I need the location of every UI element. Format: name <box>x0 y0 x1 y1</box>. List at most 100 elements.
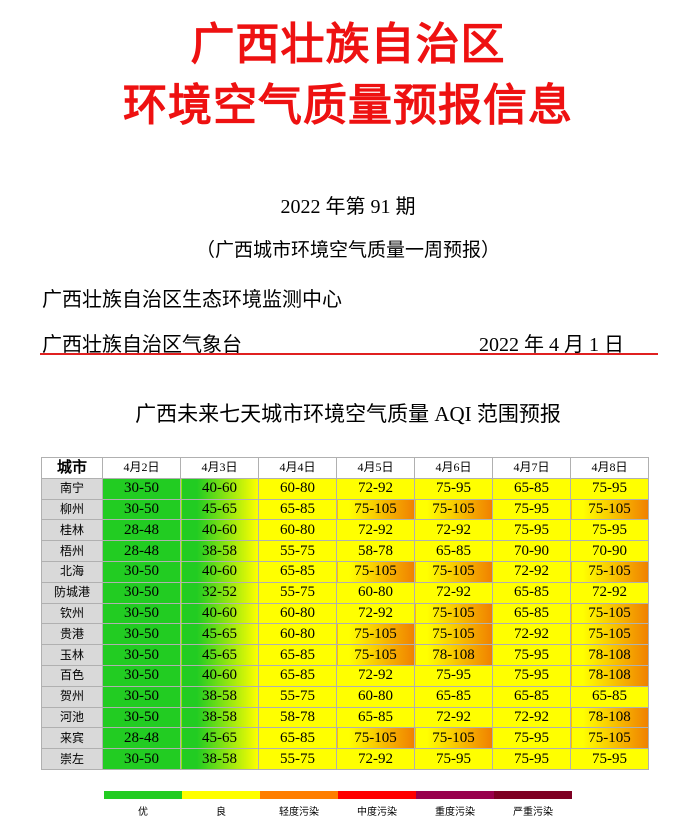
legend-label: 严重污染 <box>513 807 553 818</box>
aqi-cell: 55-75 <box>258 540 337 562</box>
legend-label: 优 <box>138 807 148 818</box>
aqi-cell: 75-95 <box>570 748 649 770</box>
legend-label: 轻度污染 <box>279 807 319 818</box>
aqi-cell: 65-85 <box>492 477 571 500</box>
aqi-cell: 60-80 <box>336 581 415 604</box>
aqi-cell: 60-80 <box>258 623 337 646</box>
date-header: 4月4日 <box>258 457 337 479</box>
aqi-cell: 75-105 <box>336 623 415 646</box>
aqi-cell: 65-85 <box>492 581 571 604</box>
aqi-cell: 60-80 <box>258 602 337 625</box>
city-name: 钦州 <box>41 602 103 625</box>
table-title: 广西未来七天城市环境空气质量 AQI 范围预报 <box>135 402 561 426</box>
table-row: 崇左 30-50 38-58 55-75 72-92 75-95 75-95 75-95 <box>41 748 649 770</box>
legend-item: 优 <box>104 791 182 818</box>
aqi-legend: 优 良 轻度污染 中度污染 重度污染 严重污染 <box>104 791 572 818</box>
legend-swatch <box>338 791 416 799</box>
aqi-cell: 60-80 <box>258 519 337 542</box>
table-row: 百色 30-50 40-60 65-85 72-92 75-95 75-95 78-108 <box>41 664 649 687</box>
aqi-cell: 65-85 <box>258 664 337 687</box>
aqi-cell: 75-95 <box>414 748 493 770</box>
aqi-cell: 72-92 <box>336 664 415 687</box>
aqi-cell: 40-60 <box>180 477 259 500</box>
aqi-cell: 75-105 <box>570 623 649 646</box>
aqi-cell: 45-65 <box>180 644 259 666</box>
city-name: 柳州 <box>41 498 103 521</box>
aqi-cell: 72-92 <box>492 560 571 583</box>
publish-date: 2022 年 4 月 1 日 <box>479 334 624 356</box>
city-name: 桂林 <box>41 519 103 542</box>
aqi-cell: 65-85 <box>258 498 337 521</box>
aqi-cell: 65-85 <box>414 540 493 562</box>
aqi-cell: 75-95 <box>492 664 571 687</box>
aqi-cell: 72-92 <box>414 706 493 729</box>
title-line1: 广西壮族自治区 <box>190 19 506 70</box>
table-row: 北海 30-50 40-60 65-85 75-105 75-105 72-92 75-105 <box>41 560 649 583</box>
aqi-cell: 75-95 <box>492 727 571 750</box>
aqi-cell: 30-50 <box>102 602 181 625</box>
aqi-cell: 75-95 <box>414 664 493 687</box>
aqi-cell: 72-92 <box>336 519 415 542</box>
city-name: 梧州 <box>41 540 103 562</box>
aqi-cell: 30-50 <box>102 664 181 687</box>
aqi-cell: 30-50 <box>102 706 181 729</box>
subtitle: （广西城市环境空气质量一周预报） <box>195 240 500 261</box>
aqi-cell: 60-80 <box>258 477 337 500</box>
city-name: 南宁 <box>41 477 103 500</box>
legend-swatch <box>182 791 260 799</box>
table-row: 南宁 30-50 40-60 60-80 72-92 75-95 65-85 75-95 <box>41 477 649 500</box>
aqi-cell: 30-50 <box>102 644 181 666</box>
city-name: 河池 <box>41 706 103 729</box>
table-row: 桂林 28-48 40-60 60-80 72-92 72-92 75-95 75-95 <box>41 519 649 542</box>
date-header: 4月5日 <box>336 457 415 479</box>
city-name: 防城港 <box>41 581 103 604</box>
table-row: 钦州 30-50 40-60 60-80 72-92 75-105 65-85 75-105 <box>41 602 649 625</box>
aqi-cell: 65-85 <box>258 560 337 583</box>
table-row: 贵港 30-50 45-65 60-80 75-105 75-105 72-92 75-105 <box>41 623 649 646</box>
aqi-cell: 72-92 <box>336 748 415 770</box>
aqi-cell: 32-52 <box>180 581 259 604</box>
aqi-cell: 72-92 <box>336 602 415 625</box>
divider <box>40 353 658 355</box>
legend-item: 中度污染 <box>338 791 416 818</box>
aqi-cell: 28-48 <box>102 540 181 562</box>
aqi-cell: 75-105 <box>414 727 493 750</box>
legend-item: 良 <box>182 791 260 818</box>
table-row: 玉林 30-50 45-65 65-85 75-105 78-108 75-95 78-108 <box>41 644 649 666</box>
aqi-cell: 75-95 <box>492 498 571 521</box>
city-name: 贵港 <box>41 623 103 646</box>
city-name: 崇左 <box>41 748 103 770</box>
aqi-cell: 30-50 <box>102 685 181 708</box>
aqi-cell: 78-108 <box>570 706 649 729</box>
aqi-cell: 78-108 <box>570 664 649 687</box>
aqi-cell: 75-105 <box>336 727 415 750</box>
aqi-cell: 60-80 <box>336 685 415 708</box>
aqi-cell: 65-85 <box>492 602 571 625</box>
city-name: 玉林 <box>41 644 103 666</box>
legend-label: 中度污染 <box>357 807 397 818</box>
table-row: 河池 30-50 38-58 58-78 65-85 72-92 72-92 78-108 <box>41 706 649 729</box>
aqi-cell: 75-95 <box>570 519 649 542</box>
aqi-cell: 75-95 <box>570 477 649 500</box>
aqi-cell: 55-75 <box>258 581 337 604</box>
aqi-cell: 30-50 <box>102 498 181 521</box>
aqi-cell: 72-92 <box>414 581 493 604</box>
date-header: 4月8日 <box>570 457 649 479</box>
legend-swatch <box>494 791 572 799</box>
aqi-cell: 70-90 <box>570 540 649 562</box>
legend-label: 重度污染 <box>435 807 475 818</box>
aqi-cell: 75-105 <box>414 602 493 625</box>
city-name: 贺州 <box>41 685 103 708</box>
legend-swatch <box>416 791 494 799</box>
legend-swatch <box>260 791 338 799</box>
aqi-cell: 72-92 <box>492 623 571 646</box>
aqi-cell: 55-75 <box>258 685 337 708</box>
aqi-cell: 75-95 <box>492 748 571 770</box>
city-name: 百色 <box>41 664 103 687</box>
aqi-cell: 58-78 <box>336 540 415 562</box>
date-header: 4月6日 <box>414 457 493 479</box>
aqi-cell: 65-85 <box>414 685 493 708</box>
date-header: 4月2日 <box>102 457 181 479</box>
aqi-cell: 75-95 <box>492 519 571 542</box>
aqi-cell: 28-48 <box>102 519 181 542</box>
